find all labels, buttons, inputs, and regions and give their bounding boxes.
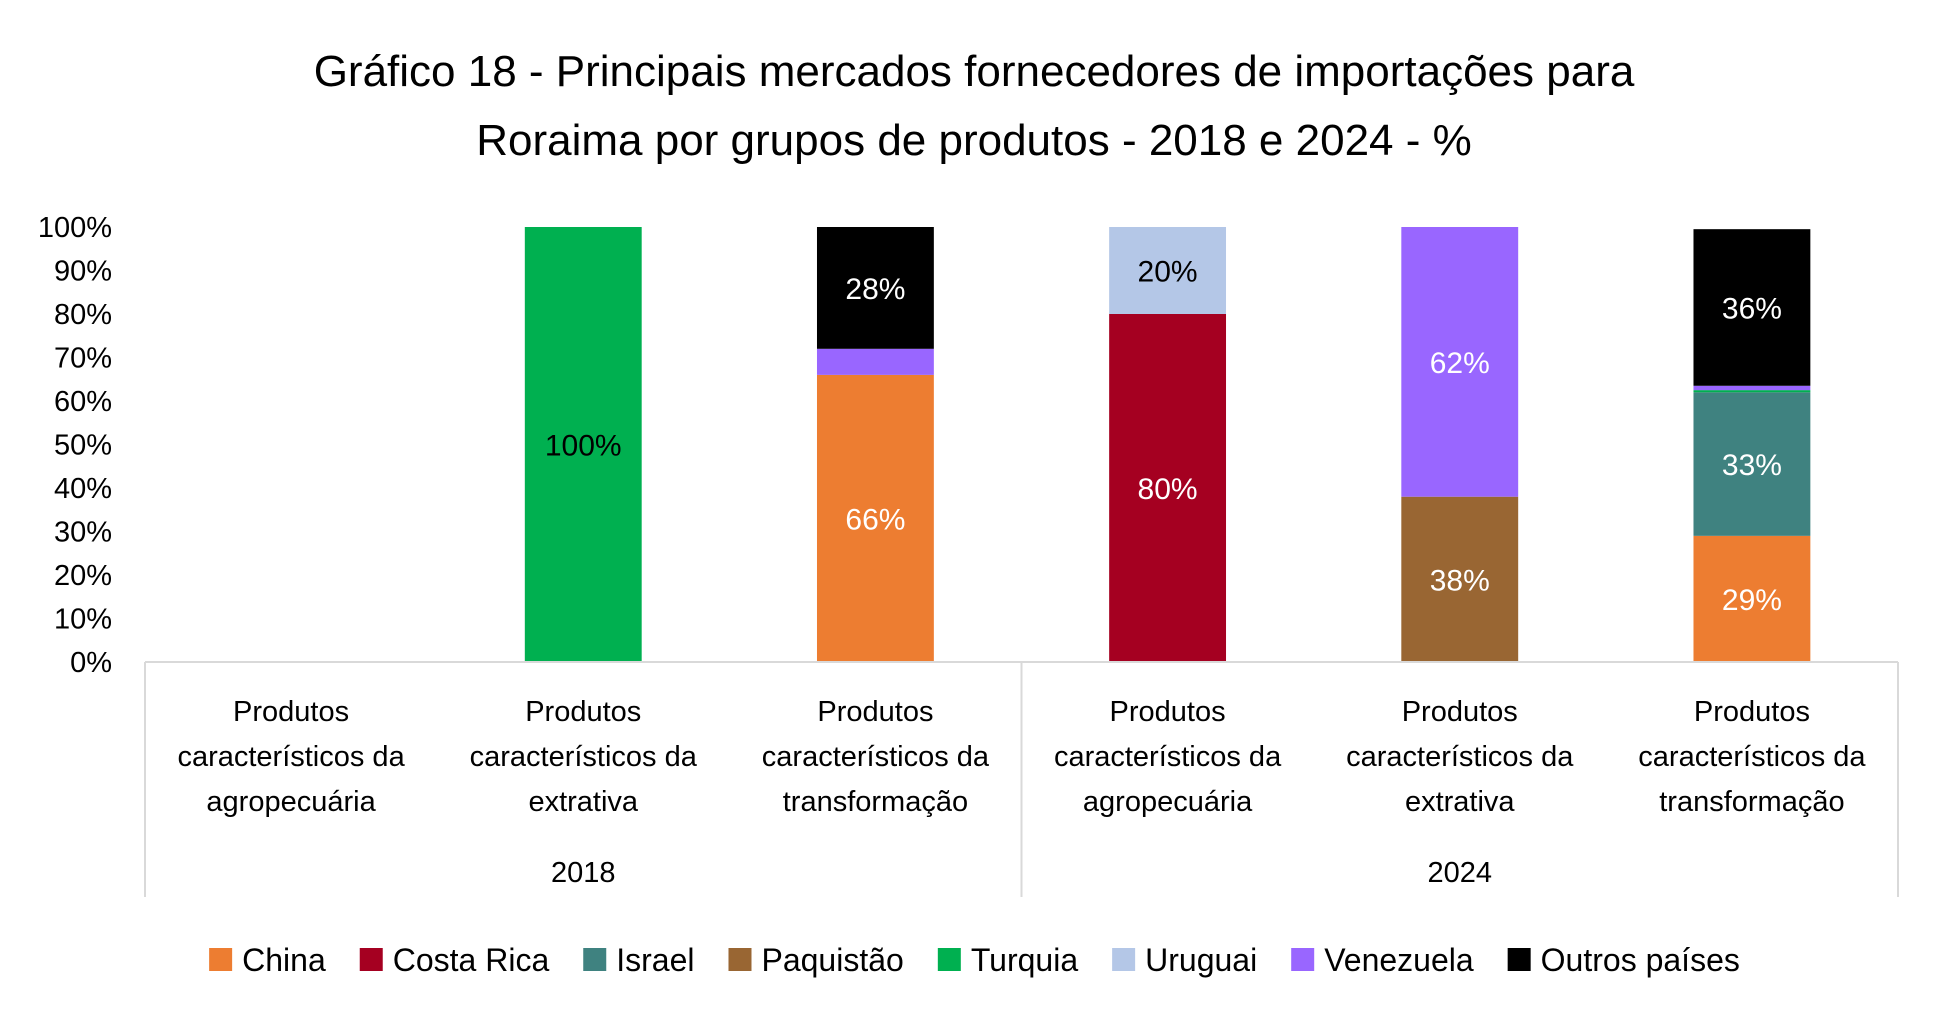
- legend-item-turquia: Turquia: [937, 942, 1079, 978]
- data-label: 20%: [1138, 256, 1198, 289]
- category-label: transformação: [1659, 786, 1844, 818]
- y-tick-label: 10%: [54, 604, 112, 636]
- y-tick-label: 80%: [54, 299, 112, 331]
- category-label: transformação: [783, 786, 968, 818]
- category-label: característicos da: [470, 741, 698, 773]
- category-label: agropecuária: [206, 786, 376, 818]
- legend-label: Israel: [616, 942, 694, 978]
- y-tick-label: 20%: [54, 560, 112, 592]
- y-tick-label: 90%: [54, 256, 112, 288]
- data-label: 66%: [845, 503, 905, 536]
- bar-segment-uruguai: [1109, 227, 1227, 314]
- bar-segment-turquia: [1693, 390, 1811, 393]
- y-tick-label: 40%: [54, 473, 112, 505]
- legend-swatch: [583, 948, 607, 971]
- legend-label: Uruguai: [1145, 942, 1257, 978]
- legend-item-venezuela: Venezuela: [1291, 942, 1474, 978]
- bar-segment-paquistão: [1401, 496, 1519, 662]
- category-label: característicos da: [177, 741, 405, 773]
- legend-label: Costa Rica: [393, 942, 550, 978]
- bar-stack: 38% 62%: [1401, 227, 1519, 662]
- category-label: Produtos: [233, 696, 349, 728]
- y-tick-label: 50%: [54, 430, 112, 462]
- group-label: 2024: [1427, 857, 1492, 889]
- legend-item-israel: Israel: [583, 942, 694, 978]
- y-tick-label: 100%: [38, 212, 112, 244]
- bars: 100% 66% 28% 80% 20% 38% 62% 29% 33% 36%: [524, 227, 1811, 662]
- data-label: 38%: [1430, 564, 1490, 597]
- category-label: agropecuária: [1083, 786, 1253, 818]
- data-label: 29%: [1722, 584, 1782, 617]
- legend-item-outros-países: Outros países: [1507, 942, 1740, 978]
- category-label: Produtos: [1402, 696, 1518, 728]
- data-label: 36%: [1722, 292, 1782, 325]
- category-label: extrativa: [528, 786, 638, 818]
- chart-title-line-1: Gráfico 18 - Principais mercados fornece…: [314, 47, 1635, 96]
- y-tick-label: 60%: [54, 386, 112, 418]
- legend-label: Turquia: [971, 942, 1079, 978]
- category-label: característicos da: [1638, 741, 1866, 773]
- legend-item-china: China: [209, 942, 326, 978]
- category-label: característicos da: [1346, 741, 1574, 773]
- bar-segment-china: [1693, 535, 1811, 662]
- y-tick-label: 30%: [54, 517, 112, 549]
- chart-title-line-2: Roraima por grupos de produtos - 2018 e …: [476, 116, 1471, 165]
- category-label: Produtos: [817, 696, 933, 728]
- data-label: 33%: [1722, 449, 1782, 482]
- legend-label: China: [242, 942, 326, 978]
- x-axis: Produtos característicos da agropecuária Pr…: [144, 661, 1899, 897]
- legend: China Costa Rica Israel Paquistão Turquia Uru…: [209, 942, 1740, 978]
- bar-stack: 29% 33% 36%: [1693, 229, 1811, 662]
- category-label: Produtos: [1110, 696, 1226, 728]
- category-label: extrativa: [1405, 786, 1515, 818]
- legend-item-uruguai: Uruguai: [1112, 942, 1257, 978]
- legend-label: Outros países: [1541, 942, 1740, 978]
- legend-item-costa-rica: Costa Rica: [359, 942, 550, 978]
- legend-swatch: [359, 948, 383, 971]
- data-label: 100%: [545, 430, 622, 463]
- bar-segment-china: [816, 374, 934, 662]
- group-label: 2018: [551, 857, 616, 889]
- legend-swatch: [1112, 948, 1136, 971]
- bar-segment-turquia: [524, 227, 642, 662]
- bar-segment-costa-rica: [1109, 314, 1227, 662]
- y-axis: 0% 10% 20% 30% 40% 50% 60% 70% 80% 90% 100%: [38, 212, 112, 679]
- bar-stack: 100%: [524, 227, 642, 662]
- category-label: Produtos: [525, 696, 641, 728]
- bar-stack: 66% 28%: [816, 227, 934, 662]
- bar-segment-outros-países: [816, 227, 934, 349]
- bar-stack: 80% 20%: [1109, 227, 1227, 662]
- data-label: 80%: [1138, 473, 1198, 506]
- legend-swatch: [937, 948, 961, 971]
- bar-segment-israel: [1693, 392, 1811, 536]
- category-label: característicos da: [1054, 741, 1282, 773]
- y-tick-label: 70%: [54, 343, 112, 375]
- legend-label: Venezuela: [1324, 942, 1474, 978]
- legend-item-paquistão: Paquistão: [728, 942, 904, 978]
- bar-segment-venezuela: [1693, 385, 1811, 391]
- legend-swatch: [1507, 948, 1531, 971]
- y-tick-label: 0%: [70, 647, 112, 679]
- category-label: característicos da: [762, 741, 990, 773]
- legend-label: Paquistão: [761, 942, 903, 978]
- data-label: 62%: [1430, 347, 1490, 380]
- bar-segment-venezuela: [1401, 227, 1519, 497]
- category-label: Produtos: [1694, 696, 1810, 728]
- legend-swatch: [728, 948, 752, 971]
- bar-segment-venezuela: [816, 348, 934, 375]
- bar-segment-outros-países: [1693, 229, 1811, 386]
- chart-title: Gráfico 18 - Principais mercados fornece…: [314, 47, 1635, 165]
- data-label: 28%: [845, 273, 905, 306]
- legend-swatch: [1291, 948, 1315, 971]
- legend-swatch: [209, 948, 233, 971]
